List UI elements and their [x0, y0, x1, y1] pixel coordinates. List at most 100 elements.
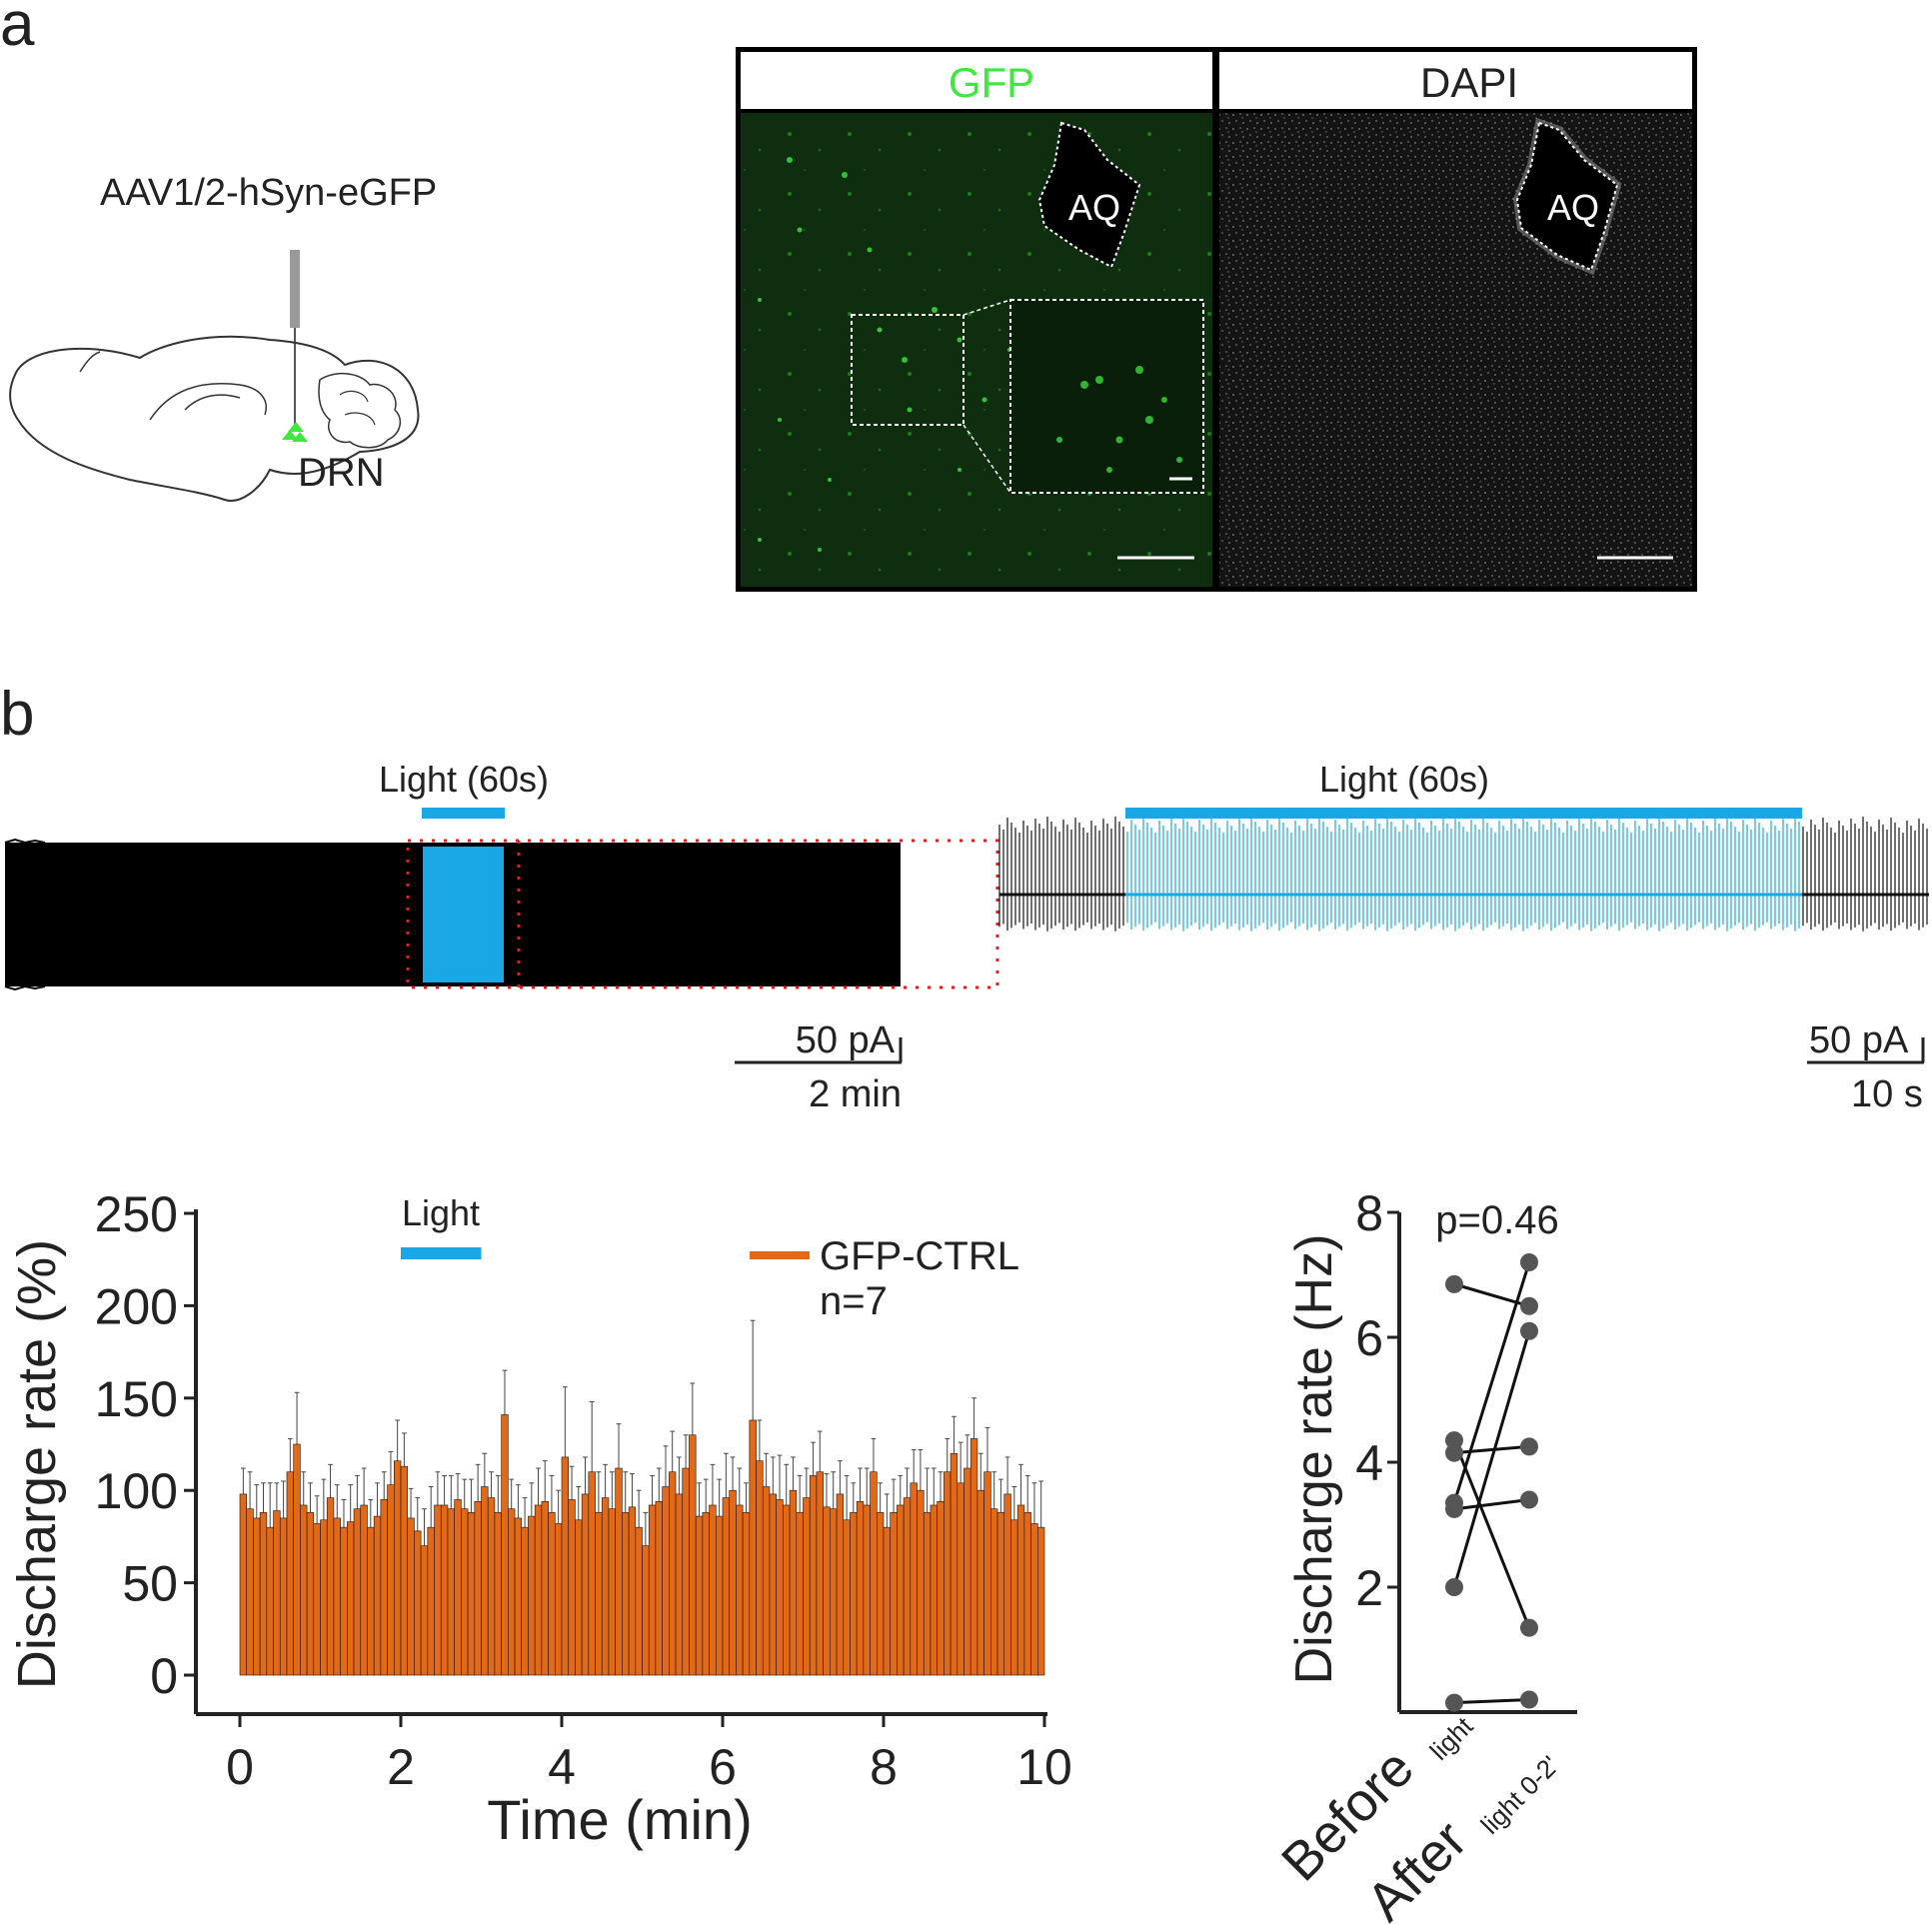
pair-point-after: [1520, 1437, 1538, 1456]
pair-line: [1452, 1439, 1531, 1629]
bar: [890, 1512, 898, 1676]
bar: [367, 1526, 375, 1676]
vector-label: AAV1/2-hSyn-eGFP: [100, 172, 437, 214]
scale-time-left: 2 min: [809, 1073, 902, 1115]
legend-swatch: [750, 1251, 810, 1259]
bar: [414, 1530, 422, 1676]
bar: [870, 1471, 878, 1676]
bar: [944, 1471, 952, 1676]
bar: [830, 1508, 838, 1676]
bar: [373, 1515, 382, 1676]
pair-chart-ylabel: Discharge rate (Hz): [1285, 1234, 1343, 1685]
bar: [722, 1497, 731, 1676]
bar: [461, 1508, 469, 1676]
bar: [883, 1526, 892, 1676]
bar: [588, 1471, 596, 1676]
bar: [554, 1523, 563, 1676]
bar: [1023, 1512, 1031, 1676]
pair-y-tick-label: 2: [1355, 1560, 1383, 1616]
bar-chart-ylabel: Discharge rate (%): [7, 1239, 67, 1689]
bar: [534, 1504, 543, 1676]
bar: [662, 1486, 670, 1676]
bar: [930, 1504, 938, 1676]
category-after-subscript: light 0-2': [1475, 1750, 1565, 1840]
bar: [863, 1504, 871, 1676]
x-tick-label: 2: [387, 1739, 415, 1795]
bar: [568, 1499, 576, 1676]
x-tick-label: 6: [709, 1739, 737, 1795]
scale-current-right: 50 pA: [1809, 1019, 1909, 1061]
scale-current-left: 50 pA: [796, 1019, 896, 1061]
bar: [917, 1489, 925, 1676]
bar: [601, 1497, 610, 1676]
bar: [903, 1497, 912, 1676]
discharge-rate-bar-chart: 0 50 100 150 200 250 0 2 4 6 8 10 Discharge rate (…: [7, 1186, 1072, 1851]
bar: [628, 1506, 637, 1676]
bar: [1036, 1526, 1045, 1676]
pair-y-tick-label: 4: [1355, 1435, 1383, 1491]
bar: [729, 1489, 737, 1676]
bar: [715, 1515, 724, 1676]
bar: [393, 1460, 402, 1676]
bar: [521, 1526, 529, 1676]
bar: [615, 1467, 623, 1676]
bar: [487, 1497, 496, 1676]
trace-left: Light (60s) 50 pA 2 min: [4, 759, 999, 1115]
gfp-title: GFP: [949, 59, 1034, 106]
bar: [816, 1471, 824, 1676]
legend-n-label: n=7: [820, 1279, 888, 1323]
pair-point-after: [1520, 1490, 1538, 1509]
bar: [273, 1510, 281, 1676]
bar: [300, 1504, 308, 1676]
light-label-left: Light (60s): [379, 759, 549, 800]
cerebellum-outline: [318, 373, 402, 449]
bar: [333, 1517, 341, 1676]
bar: [742, 1512, 751, 1676]
bar: [964, 1467, 971, 1676]
bar: [769, 1493, 777, 1676]
bar: [910, 1482, 918, 1676]
zoom-box-dotted: [406, 839, 999, 989]
bar: [836, 1493, 845, 1676]
scale-time-right: 10 s: [1851, 1073, 1923, 1115]
bar: [259, 1512, 268, 1676]
bar: [689, 1434, 697, 1676]
bar: [581, 1493, 590, 1676]
bar: [306, 1512, 315, 1676]
bar: [969, 1438, 978, 1676]
bar: [783, 1504, 791, 1676]
bar: [407, 1517, 415, 1676]
bar: [313, 1523, 321, 1676]
bar: [1003, 1493, 1011, 1676]
bar: [514, 1517, 523, 1676]
bar: [675, 1493, 684, 1676]
aq-label-dapi: AQ: [1547, 187, 1599, 228]
bar: [709, 1504, 717, 1676]
bar: [762, 1486, 771, 1676]
micrograph-panels: GFP DAPI AQ AQ: [736, 47, 1697, 592]
trace-light-segment-left: [423, 847, 504, 982]
panel-b-label: b: [0, 680, 34, 749]
bar: [293, 1443, 301, 1676]
bar-chart-light-bar: [401, 1247, 482, 1259]
bar: [467, 1512, 476, 1676]
bar: [266, 1526, 274, 1676]
bar: [950, 1452, 959, 1676]
aq-outline-gfp: [1037, 121, 1141, 269]
bar: [1016, 1504, 1025, 1676]
bar: [353, 1508, 362, 1676]
trace-spikes-right: [998, 817, 1929, 932]
bar: [387, 1484, 395, 1676]
light-bar-left: [422, 808, 505, 819]
bar: [440, 1504, 449, 1676]
category-before-subscript: light: [1424, 1710, 1479, 1765]
bar: [776, 1499, 784, 1676]
pair-y-tick-label: 8: [1355, 1185, 1383, 1241]
bar: [669, 1471, 677, 1676]
bar: [809, 1475, 818, 1676]
pair-point-before: [1445, 1443, 1463, 1462]
aq-label-gfp: AQ: [1068, 187, 1120, 228]
bar: [541, 1500, 549, 1676]
y-tick-label: 50: [122, 1556, 178, 1612]
pair-chart-pvalue: p=0.46: [1435, 1198, 1558, 1242]
